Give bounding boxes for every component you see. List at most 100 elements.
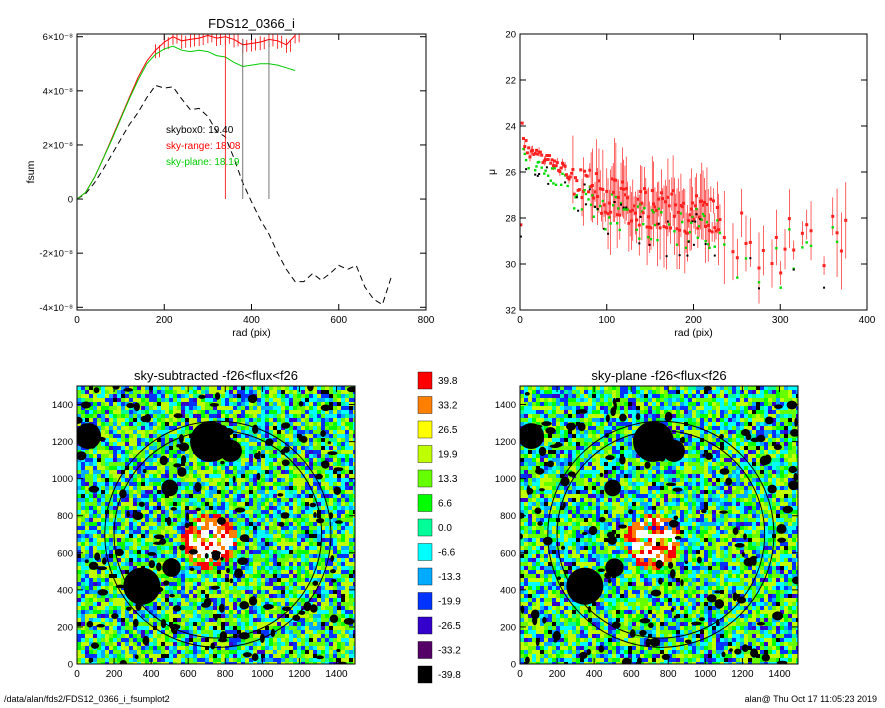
pixel-cell	[185, 602, 189, 606]
data-point-sky-range	[682, 201, 686, 205]
pixel-cell	[249, 386, 253, 390]
pixel-cell	[133, 442, 137, 446]
pixel-cell	[161, 570, 165, 574]
pixel-cell	[297, 510, 301, 514]
pixel-cell	[193, 562, 197, 566]
pixel-cell	[185, 462, 189, 466]
pixel-cell	[285, 494, 289, 498]
data-point-sky-range	[590, 184, 594, 188]
pixel-cell	[189, 574, 193, 578]
pixel-cell	[157, 506, 161, 510]
pixel-cell	[265, 514, 269, 518]
pixel-cell	[269, 622, 273, 626]
pixel-cell	[161, 634, 165, 638]
pixel-cell	[305, 566, 309, 570]
pixel-cell	[125, 422, 129, 426]
pixel-cell	[353, 410, 355, 414]
pixel-cell	[165, 494, 169, 498]
pixel-cell	[293, 626, 297, 630]
pixel-cell	[77, 538, 81, 542]
pixel-cell	[181, 422, 185, 426]
pixel-cell	[309, 622, 313, 626]
pixel-cell	[117, 558, 121, 562]
pixel-cell	[273, 426, 277, 430]
pixel-cell	[157, 574, 161, 578]
pixel-cell	[113, 590, 117, 594]
pixel-cell	[133, 422, 137, 426]
pixel-cell	[117, 462, 121, 466]
pixel-cell	[117, 442, 121, 446]
pixel-cell	[165, 506, 169, 510]
pixel-cell	[313, 394, 317, 398]
pixel-cell	[193, 530, 197, 534]
pixel-cell	[145, 554, 149, 558]
pixel-cell	[281, 478, 285, 482]
pixel-cell	[253, 514, 257, 518]
pixel-cell	[341, 606, 345, 610]
pixel-cell	[281, 622, 285, 626]
pixel-cell	[301, 614, 305, 618]
data-point-sky-range	[787, 217, 791, 221]
pixel-cell	[293, 550, 297, 554]
pixel-cell	[273, 582, 277, 586]
data-point-sky-plane	[550, 167, 554, 170]
pixel-cell	[321, 414, 325, 418]
pixel-cell	[233, 434, 237, 438]
pixel-cell	[157, 602, 161, 606]
pixel-cell	[313, 438, 317, 442]
pixel-cell	[321, 610, 325, 614]
data-point-sky-plane	[589, 203, 593, 206]
pixel-cell	[325, 510, 329, 514]
pixel-cell	[213, 626, 217, 630]
pixel-cell	[93, 502, 97, 506]
pixel-cell	[309, 482, 313, 486]
pixel-cell	[301, 550, 305, 554]
pixel-cell	[177, 542, 181, 546]
pixel-cell	[181, 426, 185, 430]
pixel-cell	[77, 554, 81, 558]
pixel-cell	[285, 470, 289, 474]
pixel-cell	[165, 598, 169, 602]
pixel-cell	[313, 558, 317, 562]
pixel-cell	[265, 506, 269, 510]
pixel-cell	[181, 622, 185, 626]
pixel-cell	[97, 486, 101, 490]
pixel-cell	[325, 506, 329, 510]
pixel-cell	[181, 410, 185, 414]
pixel-cell	[237, 438, 241, 442]
pixel-cell	[241, 486, 245, 490]
pixel-cell	[93, 618, 97, 622]
pixel-cell	[349, 462, 353, 466]
pixel-cell	[337, 470, 341, 474]
pixel-cell	[77, 414, 81, 418]
pixel-cell	[349, 582, 353, 586]
pixel-cell	[205, 394, 209, 398]
pixel-cell	[337, 514, 341, 518]
pixel-cell	[301, 478, 305, 482]
pixel-cell	[261, 534, 265, 538]
pixel-cell	[281, 634, 285, 638]
pixel-cell	[229, 478, 233, 482]
pixel-cell	[229, 566, 233, 570]
pixel-cell	[281, 458, 285, 462]
sky-annotation: sky-plane: 18.19	[166, 157, 240, 168]
pixel-cell	[297, 526, 301, 530]
pixel-cell	[165, 634, 169, 638]
pixel-cell	[297, 542, 301, 546]
pixel-cell	[125, 390, 129, 394]
pixel-cell	[265, 538, 269, 542]
data-point-sky-range	[570, 171, 574, 175]
pixel-cell	[209, 626, 213, 630]
pixel-cell	[157, 398, 161, 402]
pixel-cell	[105, 518, 109, 522]
pixel-cell	[225, 622, 229, 626]
pixel-cell	[101, 538, 105, 542]
pixel-cell	[297, 594, 301, 598]
pixel-cell	[89, 626, 93, 630]
pixel-cell	[197, 518, 201, 522]
pixel-cell	[85, 414, 89, 418]
pixel-cell	[237, 538, 241, 542]
pixel-cell	[81, 578, 85, 582]
pixel-cell	[305, 474, 309, 478]
pixel-cell	[277, 418, 281, 422]
